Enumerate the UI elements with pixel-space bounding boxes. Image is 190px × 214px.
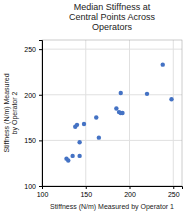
y-tick-label: 150	[24, 137, 36, 144]
y-tick-label: 200	[24, 91, 36, 98]
y-axis-title: Stiffness (N/m) Measuredby Operator 2	[3, 73, 19, 152]
point	[120, 111, 124, 115]
point	[97, 135, 101, 139]
point	[145, 92, 149, 96]
point	[161, 62, 165, 66]
point	[66, 158, 70, 162]
plot: 100 150 200 250 100 150 200 250	[24, 40, 182, 198]
point	[169, 97, 173, 101]
point	[82, 122, 86, 126]
x-axis-line	[43, 187, 183, 190]
title-line: Central Points Across	[69, 12, 156, 22]
title-line: Operators	[92, 22, 133, 32]
x-tick: 200	[124, 186, 136, 198]
x-tick-mark	[173, 186, 174, 189]
y-axis-line	[39, 41, 43, 187]
y-axis: 100 150 200 250	[24, 41, 42, 190]
point	[94, 115, 98, 119]
y-tick-label: 100	[24, 183, 36, 190]
grid	[42, 40, 182, 186]
point	[70, 154, 74, 158]
x-tick-mark	[130, 186, 131, 189]
title-line: Median Stiffness at	[74, 2, 151, 12]
grid-line-y	[42, 49, 182, 50]
x-tick-label: 200	[124, 191, 136, 198]
y-tick: 100	[24, 183, 42, 190]
point	[75, 123, 79, 127]
y-axis-title-line: Stiffness (N/m) Measured	[3, 73, 11, 152]
y-tick: 150	[24, 137, 42, 144]
grid-line-y	[42, 140, 182, 141]
y-tick-mark	[39, 140, 42, 141]
point	[119, 91, 123, 95]
points	[64, 62, 173, 162]
y-tick-label: 250	[24, 46, 36, 53]
grid-line-x	[129, 40, 130, 186]
grid-line-x	[85, 40, 86, 186]
x-tick: 250	[168, 186, 180, 198]
x-tick-label: 100	[37, 191, 49, 198]
x-tick-mark	[86, 186, 87, 189]
plot-frame	[42, 40, 182, 186]
x-tick-label: 250	[168, 191, 180, 198]
title: Median Stiffness atCentral Points Across…	[69, 2, 156, 32]
y-axis-title-line: by Operator 2	[11, 91, 19, 134]
x-tick: 150	[80, 186, 92, 198]
x-axis: 100 150 200 250	[37, 186, 183, 198]
y-tick: 250	[24, 46, 42, 53]
y-tick: 200	[24, 91, 42, 98]
grid-line-y	[42, 94, 182, 95]
point	[77, 140, 81, 144]
y-tick-mark	[39, 186, 42, 187]
y-tick-mark	[39, 49, 42, 50]
grid-line-x	[173, 40, 174, 186]
x-tick: 100	[37, 186, 49, 198]
x-axis-title: Stiffness (N/m) Measured by Operator 1	[50, 203, 174, 211]
x-tick-label: 150	[80, 191, 92, 198]
chart: 100 150 200 250 100 150 200 250 Median Stiffness…	[0, 0, 190, 214]
y-tick-mark	[39, 95, 42, 96]
point	[114, 106, 118, 110]
point	[77, 154, 81, 158]
